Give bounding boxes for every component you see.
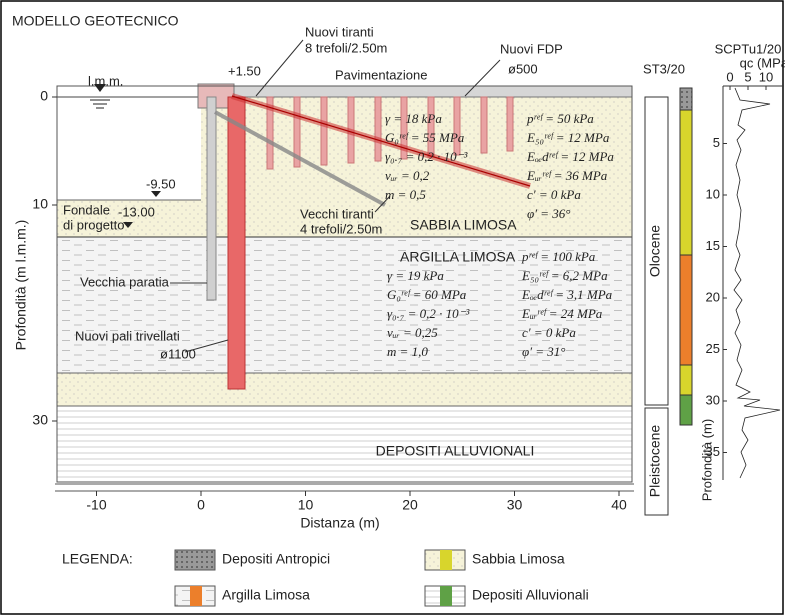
strat-layer — [680, 88, 692, 110]
annotation: Fondale — [63, 202, 110, 217]
annotation: Nuovi FDP — [500, 41, 563, 56]
parameter: m = 0,5 — [385, 187, 426, 202]
strat-layer — [680, 255, 692, 365]
x-tick-label: -10 — [86, 497, 106, 513]
legend-swatch — [175, 550, 215, 570]
title: MODELLO GEOTECNICO — [12, 13, 179, 29]
old-wall — [207, 97, 216, 300]
cpt-x-tick-label: 5 — [744, 69, 751, 84]
strat-layer — [680, 395, 692, 425]
annotation: di progetto — [63, 217, 124, 232]
legend-swatch — [190, 586, 202, 606]
fdp-column — [321, 97, 327, 165]
annotation: ø1100 — [160, 346, 196, 361]
annotation: ø500 — [508, 61, 538, 76]
layer-name: SABBIA LIMOSA — [410, 217, 517, 233]
y-tick-label: 10 — [32, 196, 48, 212]
x-tick-label: 0 — [197, 497, 205, 513]
cpt-axes — [723, 86, 783, 480]
y-tick-label: 0 — [40, 88, 48, 104]
water — [57, 97, 201, 200]
parameter: pʳᵉᶠ = 50 kPa — [526, 111, 594, 126]
section — [55, 40, 634, 491]
legend-label: Depositi Antropici — [222, 551, 330, 567]
legend-swatch — [440, 586, 452, 606]
cpt-y-label: Profondità (m) — [699, 419, 714, 501]
annotation: 8 trefoli/2.50m — [305, 40, 387, 55]
annotation: Pavimentazione — [335, 67, 428, 82]
x-tick-label: 30 — [507, 497, 523, 513]
legend-swatch — [440, 550, 452, 570]
parameter: G₀ʳᵉᶠ = 60 MPa — [387, 287, 467, 302]
cpt-y-tick-label: 5 — [713, 135, 720, 150]
parameter: Eₒₑdʳᵉᶠ = 3,1 MPa — [521, 287, 613, 302]
legend-title: LEGENDA: — [62, 551, 133, 567]
sea-level: l.m.m. — [88, 73, 123, 88]
parameter: φ′ = 31° — [522, 344, 566, 359]
x-tick-label: 10 — [298, 497, 314, 513]
parameter: νᵤᵣ = 0,25 — [387, 325, 438, 340]
cpt-y-tick-label: 25 — [706, 341, 720, 356]
x-axis-label: Distanza (m) — [300, 515, 379, 531]
parameter: γ₀.₇ = 0,2 · 10⁻³ — [385, 149, 469, 164]
annotation: Vecchi tiranti — [300, 206, 374, 221]
cpt-trace — [734, 88, 780, 478]
annotation: Nuovi tiranti — [305, 24, 374, 39]
layer-name: DEPOSITI ALLUVIONALI — [376, 443, 535, 459]
annotation: 4 trefoli/2.50m — [300, 221, 382, 236]
cpt-x-tick-label: 10 — [759, 69, 773, 84]
parameter: γ = 19 kPa — [387, 268, 444, 283]
fdp-column — [454, 97, 460, 155]
parameter: G₀ʳᵉᶠ = 55 MPa — [385, 130, 465, 145]
parameter: νᵤᵣ = 0,2 — [385, 168, 430, 183]
fdp-column — [507, 97, 513, 151]
parameter: γ = 18 kPa — [385, 111, 442, 126]
x-tick-label: 20 — [402, 497, 418, 513]
cpt-y-tick-label: 15 — [706, 238, 720, 253]
y-axis-label: Profondità (m l.m.m.) — [13, 220, 29, 351]
cpt-title: SCPTu1/20 — [715, 41, 782, 56]
level: +1.50 — [228, 63, 261, 78]
unit-label: Olocene — [647, 225, 663, 277]
column-title: ST3/20 — [643, 61, 685, 76]
cpt-x-label: qc (MPa) — [740, 55, 785, 70]
pavement — [200, 86, 632, 97]
legend-label: Depositi Alluvionali — [472, 587, 589, 603]
new-pile — [228, 97, 245, 389]
parameter: m = 1,0 — [387, 344, 428, 359]
parameter: Eᵤᵣʳᵉᶠ = 24 MPa — [521, 306, 603, 321]
cpt-y-tick-label: 20 — [706, 289, 720, 304]
cpt-y-tick-label: 30 — [706, 392, 720, 407]
unit-label: Pleistocene — [647, 425, 663, 498]
level: -9.50 — [146, 176, 176, 191]
fdp-column — [481, 97, 487, 153]
alluvial-layer — [57, 406, 632, 482]
legend-label: Sabbia Limosa — [472, 551, 565, 567]
x-axis-bar — [55, 484, 634, 491]
x-tick-label: 40 — [611, 497, 627, 513]
cpt-y-tick-label: 10 — [706, 186, 720, 201]
y-tick-label: 30 — [32, 412, 48, 428]
parameter: E₅₀ʳᵉᶠ = 12 MPa — [526, 130, 610, 145]
legend-label: Argilla Limosa — [222, 587, 310, 603]
annotation: Nuovi pali trivellati — [75, 328, 180, 343]
strat-layer — [680, 365, 692, 395]
cpt-x-tick-label: 0 — [726, 69, 733, 84]
cpt-y-tick-label: 35 — [706, 444, 720, 459]
parameter: φ′ = 36° — [527, 206, 571, 221]
fdp-column — [375, 97, 381, 161]
parameter: c′ = 0 kPa — [527, 187, 581, 202]
parameter: Eₒₑdʳᵉᶠ = 12 MPa — [526, 149, 614, 164]
strat-layer — [680, 110, 692, 255]
layer-name: ARGILLA LIMOSA — [400, 249, 516, 265]
parameter: pʳᵉᶠ = 100 kPa — [521, 249, 596, 264]
sand-layer — [57, 373, 632, 406]
figure: MODELLO GEOTECNICO l.m.m. +1.50 -9.50 -1… — [0, 0, 785, 616]
parameter: c′ = 0 kPa — [522, 325, 576, 340]
parameter: γ₀.₇ = 0,2 · 10⁻³ — [387, 306, 471, 321]
parameter: E₅₀ʳᵉᶠ = 6,2 MPa — [521, 268, 608, 283]
cpt-plot — [723, 86, 783, 480]
annotation: Vecchia paratia — [80, 274, 170, 289]
parameter: Eᵤᵣʳᵉᶠ = 36 MPa — [526, 168, 608, 183]
